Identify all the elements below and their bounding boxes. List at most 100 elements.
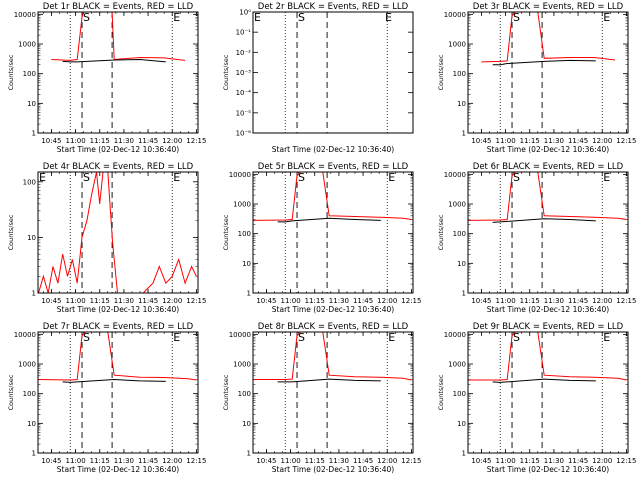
marker-label: S bbox=[83, 171, 90, 184]
x-tick-label: 11:45 bbox=[568, 297, 588, 305]
x-tick-label: 11:00 bbox=[65, 137, 85, 145]
plot-frame bbox=[252, 331, 414, 454]
marker-label: S bbox=[513, 331, 520, 344]
x-axis-label: Start Time (02-Dec-12 10:36:40) bbox=[487, 305, 609, 314]
series-line-0 bbox=[38, 172, 197, 293]
y-tick-label: 1000 bbox=[448, 201, 466, 209]
y-tick-label: 100 bbox=[23, 178, 36, 186]
x-tick-label: 11:00 bbox=[280, 297, 300, 305]
marker-label: E bbox=[254, 11, 261, 24]
x-tick-label: 12:00 bbox=[162, 457, 182, 465]
x-tick-label: 10:45 bbox=[471, 297, 491, 305]
x-axis-label: Start Time (02-Dec-12 10:36:40) bbox=[57, 305, 179, 314]
marker-label: E bbox=[603, 331, 610, 344]
panel-det-7: Det 7r BLACK = Events, RED = LLD Counts/s… bbox=[7, 322, 206, 474]
x-tick-label: 11:30 bbox=[329, 297, 349, 305]
series-line-1 bbox=[62, 378, 166, 383]
marker-label: S bbox=[513, 11, 520, 24]
y-axis-label: Counts/sec bbox=[7, 54, 15, 90]
x-tick-label: 11:45 bbox=[353, 457, 373, 465]
x-tick-label: 10:45 bbox=[41, 297, 61, 305]
y-tick-label: 10 bbox=[242, 420, 251, 428]
x-tick-label: 11:00 bbox=[495, 457, 515, 465]
y-tick-label: 10000 bbox=[229, 171, 251, 179]
panel-title: Det 2r BLACK = Events, RED = LLD bbox=[258, 2, 409, 12]
y-axis-label: Counts/sec bbox=[437, 214, 445, 250]
y-axis-label: Counts/sec bbox=[222, 214, 230, 250]
y-tick-label: 10⁻¹ bbox=[236, 29, 252, 37]
y-axis-label: Counts/sec bbox=[437, 54, 445, 90]
x-tick-label: 11:30 bbox=[114, 297, 134, 305]
y-tick-label: 1000 bbox=[18, 41, 36, 49]
x-tick-label: 12:15 bbox=[401, 457, 421, 465]
x-axis-label: Start Time (02-Dec-12 10:36:40) bbox=[487, 465, 609, 474]
x-tick-label: 12:15 bbox=[186, 137, 206, 145]
series-line-1 bbox=[492, 59, 596, 66]
marker-label: E bbox=[603, 171, 610, 184]
x-tick-label: 11:45 bbox=[138, 137, 158, 145]
y-tick-label: 10 bbox=[457, 420, 466, 428]
x-tick-label: 11:15 bbox=[520, 457, 540, 465]
x-tick-label: 12:15 bbox=[401, 297, 421, 305]
x-tick-label: 11:00 bbox=[65, 457, 85, 465]
x-tick-label: 11:30 bbox=[114, 137, 134, 145]
y-tick-label: 100 bbox=[238, 390, 251, 398]
panel-det-6: Det 6r BLACK = Events, RED = LLD Counts/s… bbox=[437, 162, 636, 314]
panel-det-3: Det 3r BLACK = Events, RED = LLD Counts/s… bbox=[437, 2, 636, 154]
y-tick-label: 100 bbox=[453, 70, 466, 78]
x-tick-label: 10:45 bbox=[41, 137, 61, 145]
panel-title: Det 9r BLACK = Events, RED = LLD bbox=[473, 322, 624, 332]
y-tick-label: 1000 bbox=[233, 361, 251, 369]
x-tick-label: 12:15 bbox=[616, 297, 636, 305]
x-tick-label: 11:30 bbox=[544, 137, 564, 145]
x-tick-label: 11:15 bbox=[90, 297, 110, 305]
y-tick-label: 1000 bbox=[18, 361, 36, 369]
marker-label: E bbox=[603, 11, 610, 24]
y-axis-label: Counts/sec bbox=[7, 374, 15, 410]
x-tick-label: 10:45 bbox=[41, 457, 61, 465]
y-tick-label: 10⁻⁵ bbox=[236, 109, 252, 117]
marker-label: E bbox=[173, 331, 180, 344]
y-tick-label: 10 bbox=[27, 234, 36, 242]
series-line-1 bbox=[277, 217, 381, 223]
series-line-1 bbox=[62, 58, 166, 63]
y-tick-label: 100 bbox=[238, 230, 251, 238]
plot-frame bbox=[467, 171, 629, 294]
x-tick-label: 11:15 bbox=[90, 137, 110, 145]
y-tick-label: 10000 bbox=[444, 171, 466, 179]
marker-label: E bbox=[385, 11, 392, 24]
x-tick-label: 11:30 bbox=[544, 457, 564, 465]
y-axis-label: Counts/sec bbox=[222, 374, 230, 410]
y-tick-label: 10⁻⁶ bbox=[236, 130, 252, 138]
y-tick-label: 10000 bbox=[444, 331, 466, 339]
y-tick-label: 100 bbox=[23, 390, 36, 398]
series-line-1 bbox=[492, 218, 596, 223]
y-tick-label: 100 bbox=[453, 230, 466, 238]
y-tick-label: 100 bbox=[453, 390, 466, 398]
panel-title: Det 3r BLACK = Events, RED = LLD bbox=[473, 2, 624, 12]
y-tick-label: 10 bbox=[27, 420, 36, 428]
y-tick-label: 1 bbox=[247, 290, 251, 298]
y-tick-label: 1000 bbox=[233, 201, 251, 209]
marker-label: S bbox=[298, 171, 305, 184]
x-tick-label: 11:00 bbox=[495, 137, 515, 145]
y-tick-label: 1000 bbox=[448, 361, 466, 369]
y-tick-label: 10⁻³ bbox=[236, 69, 252, 77]
panel-title: Det 6r BLACK = Events, RED = LLD bbox=[473, 162, 624, 172]
marker-label: E bbox=[388, 331, 395, 344]
panel-title: Det 1r BLACK = Events, RED = LLD bbox=[43, 2, 194, 12]
plot-frame bbox=[37, 171, 199, 294]
plot-frame bbox=[467, 11, 629, 134]
panel-title: Det 4r BLACK = Events, RED = LLD bbox=[43, 162, 194, 172]
y-tick-label: 10 bbox=[27, 100, 36, 108]
y-tick-label: 10⁰ bbox=[239, 9, 251, 17]
y-tick-label: 10⁻⁴ bbox=[236, 89, 252, 97]
x-tick-label: 11:45 bbox=[568, 137, 588, 145]
series-line-0 bbox=[468, 172, 627, 221]
x-tick-label: 11:00 bbox=[280, 457, 300, 465]
y-tick-label: 1 bbox=[462, 290, 466, 298]
y-tick-label: 1 bbox=[462, 130, 466, 138]
x-axis-label: Start Time (02-Dec-12 10:36:40) bbox=[272, 465, 394, 474]
marker-label: S bbox=[298, 331, 305, 344]
